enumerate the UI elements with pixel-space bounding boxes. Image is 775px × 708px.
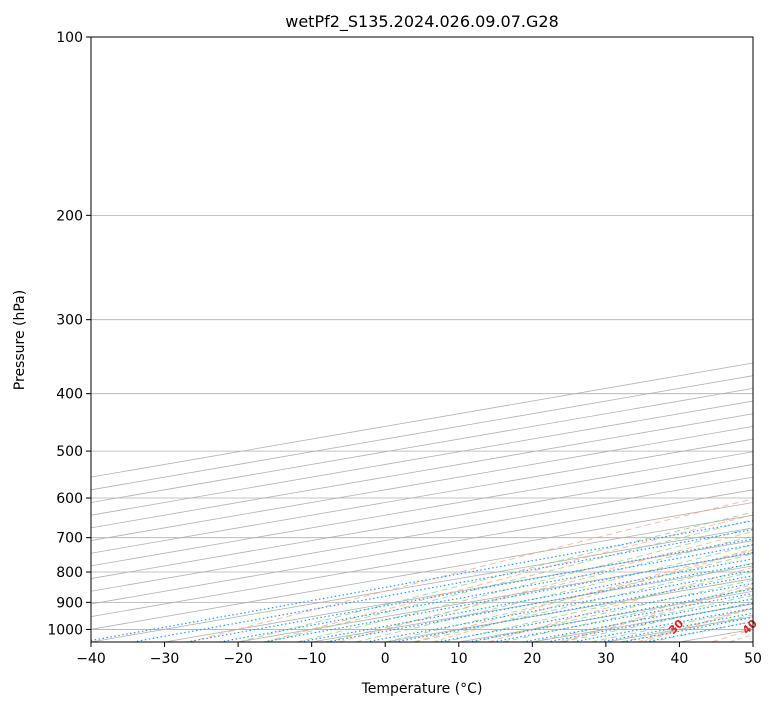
dewpoint-profile-line bbox=[770, 37, 775, 578]
isotherm-label: 40 bbox=[740, 617, 760, 637]
isotherm-line bbox=[91, 451, 753, 567]
isotherm-line bbox=[91, 502, 753, 618]
x-tick-label: 0 bbox=[381, 651, 390, 667]
mixing-ratio-line bbox=[299, 558, 753, 642]
y-tick-label: 1000 bbox=[47, 622, 83, 638]
x-tick-label: 20 bbox=[523, 651, 541, 667]
x-axis-label: Temperature (°C) bbox=[361, 681, 483, 697]
moist-adiabat-line bbox=[473, 579, 753, 642]
y-tick-label: 300 bbox=[56, 313, 83, 329]
x-tick-label: 10 bbox=[450, 651, 468, 667]
moist-adiabat-line bbox=[267, 519, 753, 642]
y-axis-label: Pressure (hPa) bbox=[12, 290, 28, 390]
x-tick-label: −40 bbox=[76, 651, 106, 667]
isotherm-line bbox=[91, 527, 753, 642]
dry-adiabat-line bbox=[487, 566, 753, 642]
mixing-ratio-line bbox=[436, 582, 753, 642]
x-tick-label: 40 bbox=[671, 651, 689, 667]
mixing-ratio-line bbox=[91, 520, 753, 642]
isotherm-line bbox=[91, 464, 753, 579]
moist-adiabat-line bbox=[385, 553, 753, 642]
y-tick-label: 600 bbox=[56, 491, 83, 507]
isotherm-line bbox=[91, 514, 753, 630]
chart-title: wetPf2_S135.2024.026.09.07.G28 bbox=[285, 12, 559, 32]
x-tick-label: 30 bbox=[597, 651, 615, 667]
mixing-ratio-line bbox=[522, 598, 753, 642]
y-tick-label: 500 bbox=[56, 444, 83, 460]
dry-adiabat-line bbox=[338, 531, 753, 642]
isotherm-line bbox=[752, 641, 753, 642]
moist-adiabat-line bbox=[561, 601, 753, 642]
plot-frame bbox=[90, 36, 754, 643]
moist-adiabat-line bbox=[326, 535, 753, 642]
y-tick-label: 800 bbox=[56, 565, 83, 581]
isotherm-line bbox=[91, 489, 753, 605]
dry-adiabat-line bbox=[413, 548, 753, 642]
y-tick-label: 700 bbox=[56, 531, 83, 547]
x-tick-label: −30 bbox=[150, 651, 180, 667]
isotherm-line bbox=[238, 552, 753, 642]
y-tick-label: 900 bbox=[56, 595, 83, 611]
hydrolapse-line bbox=[642, 607, 753, 642]
y-tick-label: 200 bbox=[56, 208, 83, 224]
data-lines bbox=[770, 37, 775, 578]
y-tick-label: 100 bbox=[56, 30, 83, 46]
mixing-ratio-line bbox=[219, 544, 753, 642]
moist-adiabat-line bbox=[532, 594, 753, 642]
moist-adiabat-line bbox=[296, 527, 753, 642]
mixing-ratio-line bbox=[546, 602, 753, 642]
axes: −40 −30 −20 −10 0 10 20 30 40 50 100 200 300 400 500 60… bbox=[47, 30, 762, 667]
x-tick-label: −20 bbox=[223, 651, 253, 667]
hydrolapse-line bbox=[432, 549, 753, 642]
hydrolapse-line bbox=[558, 583, 753, 642]
x-tick-label: −10 bbox=[297, 651, 327, 667]
x-tick-label: 50 bbox=[744, 651, 762, 667]
isotherm-line bbox=[532, 603, 753, 642]
dry-adiabat-line bbox=[189, 498, 753, 642]
y-tick-label: 400 bbox=[56, 387, 83, 403]
isotherm-line bbox=[91, 438, 753, 554]
hydrolapse-line bbox=[729, 633, 753, 642]
mixing-ratio-line bbox=[186, 538, 753, 642]
moist-adiabat-line bbox=[237, 511, 753, 642]
mixing-ratio-line bbox=[572, 607, 753, 642]
isotherm-line bbox=[91, 476, 753, 592]
isotherm-line bbox=[164, 540, 753, 642]
moist-adiabat-line bbox=[620, 614, 753, 642]
dry-adiabat-line bbox=[264, 514, 753, 642]
background-lines bbox=[91, 37, 753, 642]
moist-adiabat-line bbox=[502, 587, 753, 642]
mixing-ratio-line bbox=[263, 551, 753, 642]
